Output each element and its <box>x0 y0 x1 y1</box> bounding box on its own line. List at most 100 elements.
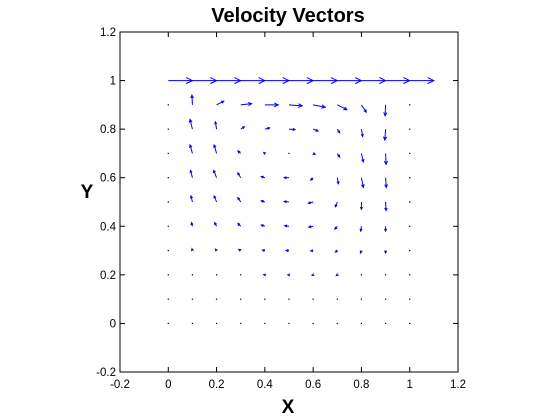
grid-dot <box>409 249 411 252</box>
velocity-arrow <box>237 196 242 203</box>
grid-dot <box>409 225 411 227</box>
velocity-arrow <box>288 103 304 108</box>
grid-dot <box>360 274 363 276</box>
vector-field <box>167 77 436 325</box>
velocity-arrow <box>409 77 436 85</box>
velocity-arrow <box>260 224 266 228</box>
velocity-arrow <box>264 126 271 130</box>
velocity-arrow <box>190 93 194 105</box>
velocity-arrow <box>334 225 338 231</box>
x-tick-label: 0.2 <box>209 379 225 391</box>
grid-dot <box>409 177 411 179</box>
velocity-arrow <box>309 249 314 253</box>
velocity-arrow <box>336 177 340 185</box>
velocity-arrow <box>284 249 289 253</box>
velocity-arrow <box>214 120 218 130</box>
grid-dot <box>264 322 266 325</box>
velocity-arrow <box>359 226 363 233</box>
velocity-arrow <box>383 129 388 142</box>
y-axis-label: Y <box>81 182 94 203</box>
grid-dot <box>336 322 338 325</box>
x-tick-label: 1.2 <box>450 379 466 391</box>
grid-dot <box>167 104 169 106</box>
grid-dot <box>288 298 290 300</box>
velocity-arrow <box>214 221 218 227</box>
grid-dot <box>240 298 242 300</box>
grid-dot <box>215 322 218 325</box>
grid-dot <box>240 274 242 276</box>
velocity-arrow <box>360 129 364 138</box>
velocity-arrow <box>264 102 280 108</box>
grid-dot <box>264 298 266 300</box>
grid-dot <box>360 298 363 300</box>
velocity-arrow <box>237 171 242 178</box>
x-tick-label: -0.2 <box>110 379 130 391</box>
grid-dot <box>288 322 290 325</box>
y-tick-label: 0.2 <box>100 270 116 282</box>
velocity-arrow <box>214 248 218 252</box>
velocity-arrow <box>260 175 266 179</box>
grid-dot <box>312 298 314 300</box>
grid-dot <box>384 298 387 300</box>
y-tick-label: 0 <box>110 318 116 330</box>
velocity-arrow <box>237 248 242 252</box>
grid-dot <box>167 152 169 155</box>
grid-dot <box>336 298 338 300</box>
grid-dot <box>167 249 169 252</box>
velocity-arrow <box>260 199 266 203</box>
velocity-arrow <box>213 143 218 154</box>
grid-dot <box>384 322 387 325</box>
velocity-arrow <box>337 104 348 111</box>
velocity-arrow <box>384 226 388 233</box>
velocity-arrow <box>283 224 290 228</box>
velocity-arrow <box>336 128 341 134</box>
grid-dot <box>167 298 169 300</box>
grid-dot <box>191 274 194 276</box>
grid-dot <box>167 225 169 227</box>
velocity-arrow <box>262 151 267 155</box>
velocity-arrow <box>334 249 338 253</box>
velocity-arrow <box>383 104 388 117</box>
grid-dot <box>191 322 194 325</box>
velocity-arrow <box>212 169 218 178</box>
axis-ticks: -0.2 0 0.2 0.4 0.6 0.8 1 1.2 -0.2 0 0.2 0.4 0.6 0.8 1 1… <box>96 27 466 391</box>
velocity-arrow <box>307 201 314 205</box>
grid-dot <box>409 298 411 300</box>
velocity-arrow <box>383 153 388 166</box>
velocity-arrow <box>190 221 194 227</box>
velocity-arrow <box>189 194 193 203</box>
velocity-arrow <box>307 225 314 229</box>
grid-dot <box>360 322 363 325</box>
y-tick-label: 0.6 <box>100 173 116 185</box>
velocity-arrow <box>240 101 253 106</box>
grid-dot <box>409 201 411 203</box>
velocity-arrow <box>283 176 289 180</box>
velocity-arrow <box>189 169 193 178</box>
velocity-arrow <box>237 222 242 227</box>
grid-dot <box>167 128 169 130</box>
x-axis-label: X <box>282 397 295 418</box>
velocity-arrow <box>310 273 315 277</box>
velocity-arrow <box>359 202 363 211</box>
velocity-arrow <box>312 128 320 132</box>
grid-dot <box>167 322 169 325</box>
velocity-arrow <box>361 104 367 114</box>
grid-dot <box>167 177 169 179</box>
x-tick-label: 1 <box>407 379 413 391</box>
velocity-arrow <box>312 152 317 155</box>
grid-dot <box>409 104 411 106</box>
grid-dot <box>215 274 218 276</box>
velocity-arrow <box>283 200 290 204</box>
grid-dot <box>288 152 290 155</box>
velocity-arrow <box>309 177 314 181</box>
velocity-arrow <box>216 100 225 106</box>
y-tick-label: 0.4 <box>100 221 117 233</box>
velocity-arrow <box>384 201 388 212</box>
velocity-arrow <box>384 177 388 189</box>
grid-dot <box>240 322 242 325</box>
grid-dot <box>167 201 169 203</box>
velocity-arrow <box>313 104 327 109</box>
velocity-arrow <box>336 153 341 159</box>
grid-dot <box>409 274 411 276</box>
y-tick-label: 0.8 <box>100 124 116 136</box>
